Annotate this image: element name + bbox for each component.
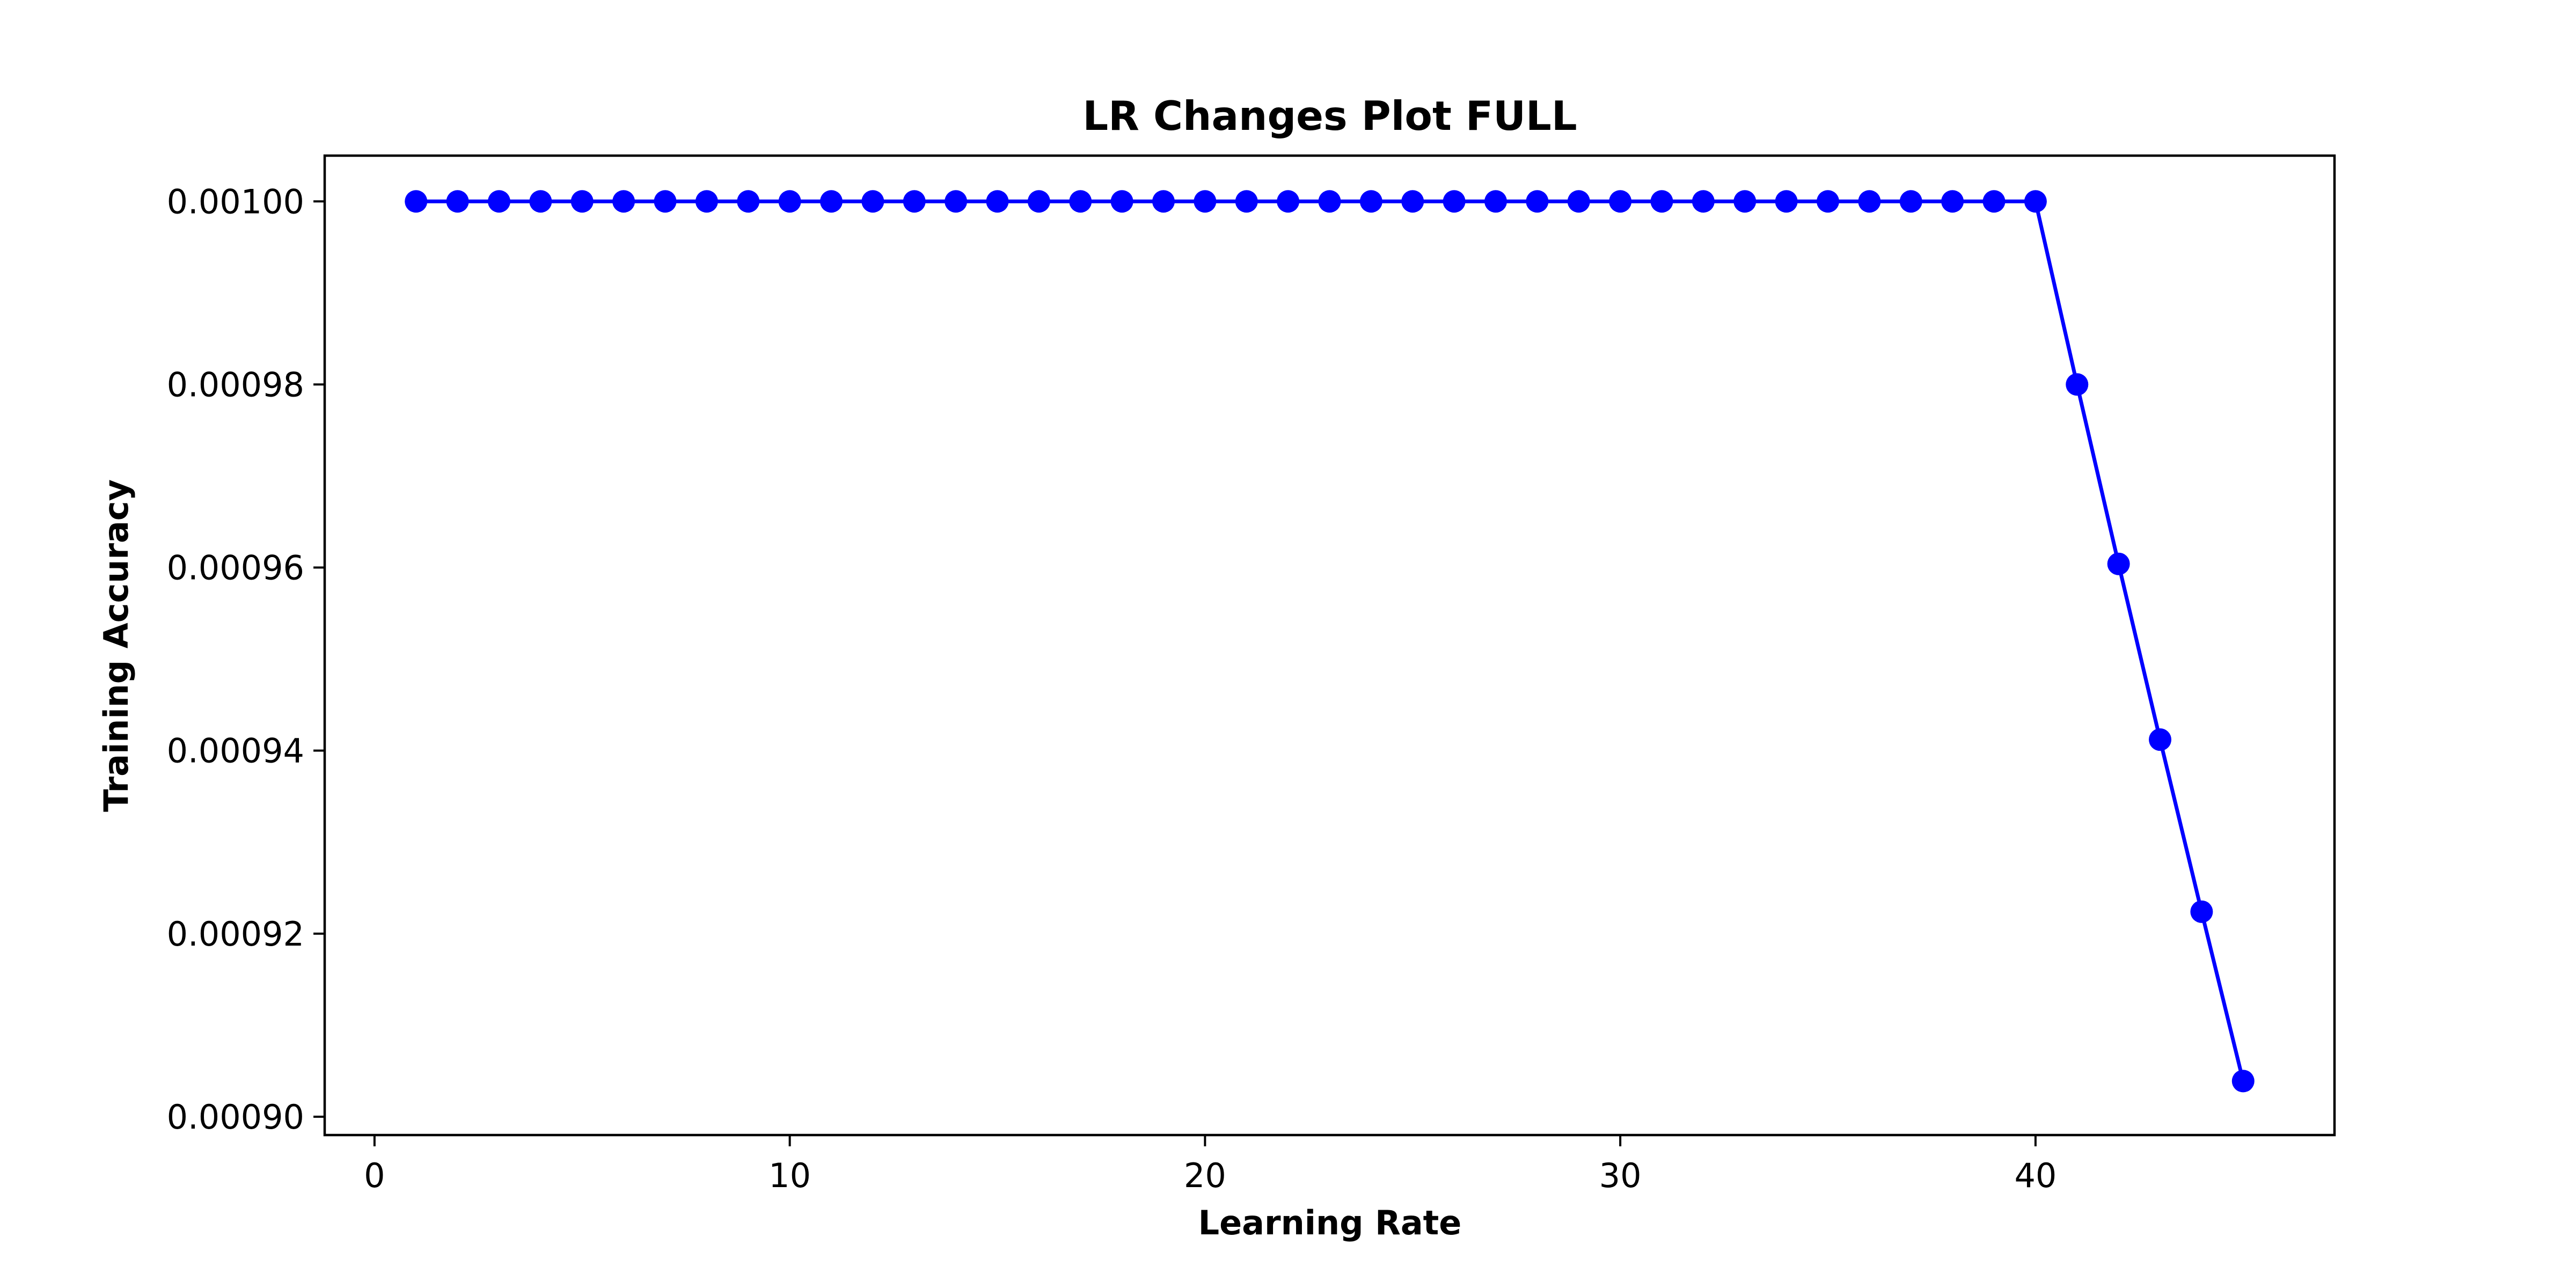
data-point [1858, 190, 1881, 213]
data-point [861, 190, 884, 213]
chart-title: LR Changes Plot FULL [1082, 92, 1577, 140]
data-point [2149, 728, 2172, 751]
data-point [1733, 190, 1757, 213]
data-point [570, 190, 594, 213]
data-point [1152, 190, 1175, 213]
data-point [1235, 190, 1258, 213]
y-tick-label: 0.00100 [167, 182, 304, 221]
y-axis-ticks: 0.00090 0.00092 0.00094 0.00096 0.00098 0.001… [167, 182, 325, 1137]
data-point [1941, 190, 1964, 213]
data-point [903, 190, 926, 213]
y-tick-label: 0.00094 [167, 731, 304, 771]
y-tick-label: 0.00096 [167, 548, 304, 588]
data-point [487, 190, 510, 213]
data-point [612, 190, 635, 213]
data-point [695, 190, 718, 213]
data-point [1650, 190, 1673, 213]
data-point [986, 190, 1009, 213]
x-tick-label: 10 [769, 1156, 811, 1195]
y-tick-label: 0.00092 [167, 914, 304, 954]
data-point [2107, 552, 2130, 575]
data-point [1069, 190, 1092, 213]
data-point [1443, 190, 1466, 213]
data-point [1318, 190, 1341, 213]
data-point [819, 190, 843, 213]
data-point [1982, 190, 2006, 213]
data-point [1775, 190, 1798, 213]
x-tick-label: 0 [364, 1156, 385, 1195]
y-tick-label: 0.00098 [167, 365, 304, 404]
data-point [405, 190, 428, 213]
data-point [1567, 190, 1590, 213]
data-point [737, 190, 760, 213]
data-point [1359, 190, 1382, 213]
x-axis-label: Learning Rate [1198, 1203, 1462, 1242]
data-point [1194, 190, 1217, 213]
data-point [1609, 190, 1632, 213]
x-tick-label: 20 [1184, 1156, 1226, 1195]
y-axis-label: Training Accuracy [97, 479, 136, 812]
data-point [529, 190, 552, 213]
data-point [654, 190, 677, 213]
y-tick-label: 0.00090 [167, 1097, 304, 1137]
x-tick-label: 40 [2014, 1156, 2057, 1195]
data-point [2231, 1070, 2255, 1093]
data-point [1817, 190, 1840, 213]
data-point [1401, 190, 1424, 213]
data-point [1110, 190, 1133, 213]
data-point [1692, 190, 1715, 213]
data-point [446, 190, 469, 213]
data-point [1526, 190, 1549, 213]
data-point [945, 190, 968, 213]
series-group [405, 190, 2255, 1093]
data-point [2066, 373, 2089, 396]
data-point [1027, 190, 1050, 213]
data-point [2190, 900, 2213, 923]
data-point [778, 190, 801, 213]
plot-frame [323, 154, 2336, 1137]
x-axis-ticks: 0 10 20 30 40 [364, 1135, 2057, 1195]
x-tick-label: 30 [1599, 1156, 1642, 1195]
data-point [2024, 190, 2047, 213]
data-point [1277, 190, 1300, 213]
data-point [1484, 190, 1507, 213]
data-point [1899, 190, 1922, 213]
